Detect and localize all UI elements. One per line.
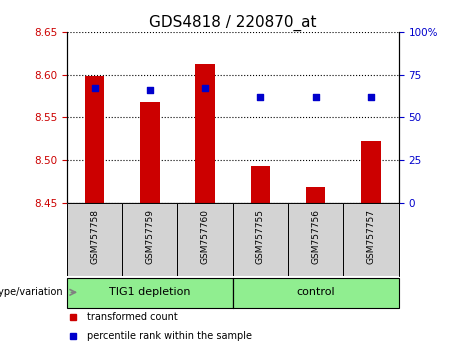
Bar xyxy=(122,203,177,276)
Point xyxy=(146,87,154,93)
Text: genotype/variation: genotype/variation xyxy=(0,287,64,297)
Bar xyxy=(67,278,233,308)
Text: transformed count: transformed count xyxy=(87,312,177,322)
Bar xyxy=(251,166,270,203)
Bar xyxy=(233,278,399,308)
Bar xyxy=(343,203,399,276)
Text: GSM757755: GSM757755 xyxy=(256,209,265,264)
Point xyxy=(312,94,319,100)
Point xyxy=(367,94,375,100)
Bar xyxy=(67,203,122,276)
Text: percentile rank within the sample: percentile rank within the sample xyxy=(87,331,252,341)
Point xyxy=(91,85,98,91)
Text: control: control xyxy=(296,287,335,297)
Title: GDS4818 / 220870_at: GDS4818 / 220870_at xyxy=(149,14,317,30)
Bar xyxy=(140,102,160,203)
Bar xyxy=(306,188,325,203)
Bar xyxy=(177,203,233,276)
Text: GSM757759: GSM757759 xyxy=(145,209,154,264)
Text: GSM757758: GSM757758 xyxy=(90,209,99,264)
Text: TIG1 depletion: TIG1 depletion xyxy=(109,287,190,297)
Text: GSM757756: GSM757756 xyxy=(311,209,320,264)
Point xyxy=(201,85,209,91)
Point xyxy=(257,94,264,100)
Bar xyxy=(233,203,288,276)
Bar xyxy=(195,64,215,203)
Text: GSM757760: GSM757760 xyxy=(201,209,210,264)
Bar xyxy=(288,203,343,276)
Text: GSM757757: GSM757757 xyxy=(366,209,376,264)
Bar xyxy=(85,76,104,203)
Bar xyxy=(361,141,381,203)
